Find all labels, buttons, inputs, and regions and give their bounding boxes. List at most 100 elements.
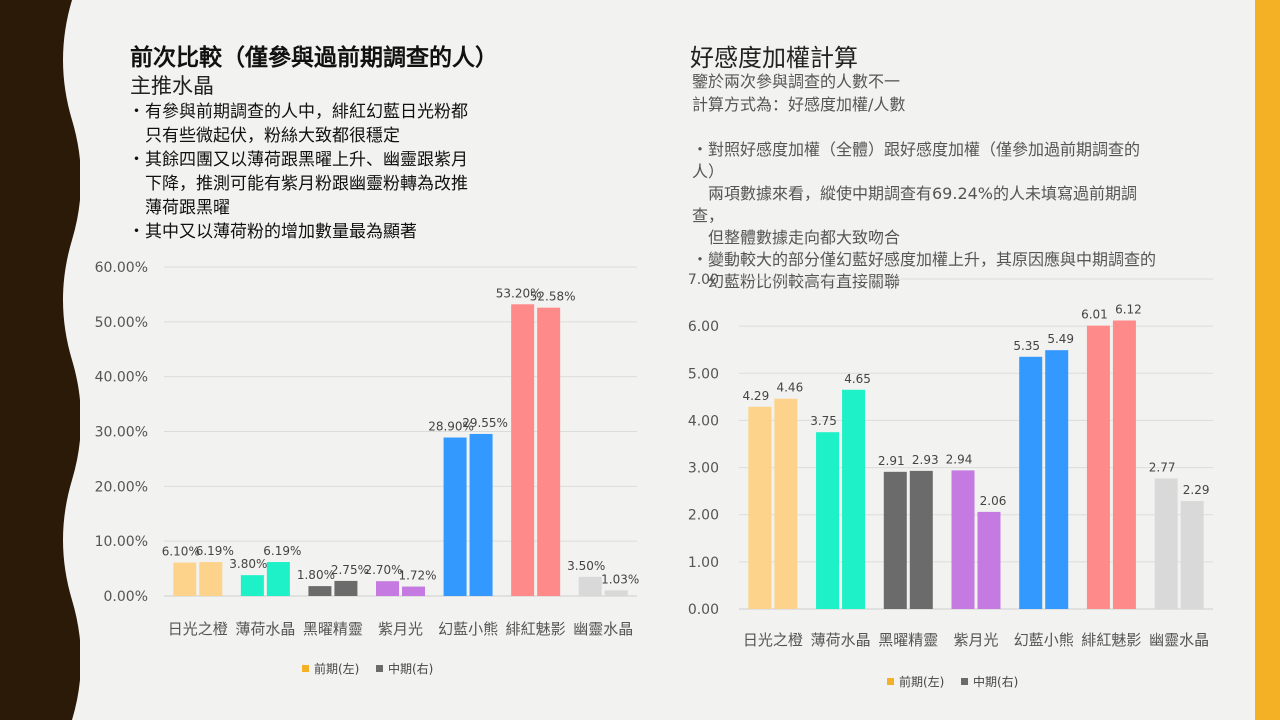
bar xyxy=(748,406,772,609)
bar xyxy=(266,562,290,596)
right-body: ・對照好感度加權（全體）跟好感度加權（僅參加過前期調查的 人） 兩項數據來看，縱… xyxy=(692,139,1156,293)
x-category-label: 紫月光 xyxy=(378,620,423,638)
right-accent-bar xyxy=(1255,0,1280,720)
data-label: 6.10% xyxy=(162,545,200,559)
bar xyxy=(842,389,866,609)
left-bullet-line: 下降，推測可能有紫月粉跟幽靈粉轉為改推 xyxy=(128,174,468,194)
left-wave-decoration xyxy=(0,0,80,720)
bar xyxy=(951,470,975,609)
data-label: 6.01 xyxy=(1081,308,1108,322)
bar xyxy=(511,304,535,596)
data-label: 52.58% xyxy=(530,290,576,304)
bar xyxy=(443,437,467,596)
data-label: 6.19% xyxy=(196,544,234,558)
bar xyxy=(173,562,197,596)
y-tick-label: 0.00 xyxy=(688,602,719,618)
data-label: 28.90% xyxy=(428,420,474,434)
bar xyxy=(334,580,358,596)
left-bullet-list: ・有參與前期調查的人中，緋紅幻藍日光粉都 只有些微起伏，粉絲大致都很穩定 ・其餘… xyxy=(128,100,468,244)
left-bullet-line: 只有些微起伏，粉絲大致都很穩定 xyxy=(128,126,400,146)
bar xyxy=(909,470,933,609)
legend-label: 前期(左) xyxy=(899,674,944,689)
bar xyxy=(1019,356,1043,609)
bar xyxy=(240,575,264,596)
x-category-label: 黑曜精靈 xyxy=(878,631,938,649)
legend-swatch xyxy=(302,665,309,672)
bar xyxy=(402,586,425,596)
data-label: 2.70% xyxy=(364,563,402,577)
right-body-line: 查， xyxy=(692,206,725,225)
data-label: 4.29 xyxy=(742,389,769,403)
y-tick-label: 30.00% xyxy=(95,425,148,441)
bar xyxy=(578,576,602,596)
x-category-label: 紫月光 xyxy=(953,631,998,649)
y-tick-label: 60.00% xyxy=(95,260,148,276)
y-tick-label: 7.00 xyxy=(688,272,719,288)
bar xyxy=(977,511,1001,609)
legend-label: 中期(右) xyxy=(388,661,433,676)
bar xyxy=(1154,478,1178,609)
bar xyxy=(308,586,332,596)
bar xyxy=(376,581,399,596)
data-label: 5.35 xyxy=(1013,339,1040,353)
data-label: 2.77 xyxy=(1149,460,1176,474)
right-body-line: ・對照好感度加權（全體）跟好感度加權（僅參加過前期調查的 xyxy=(692,140,1141,159)
y-tick-label: 4.00 xyxy=(688,413,719,429)
x-category-label: 黑曜精靈 xyxy=(303,620,363,638)
left-bullet-line: ・其中又以薄荷粉的增加數量最為顯著 xyxy=(128,222,417,242)
left-subtitle: 主推水晶 xyxy=(130,74,214,98)
bar xyxy=(537,307,561,596)
data-label: 5.49 xyxy=(1047,332,1074,346)
data-label: 2.93 xyxy=(912,453,939,467)
y-tick-label: 2.00 xyxy=(688,508,719,524)
legend-swatch xyxy=(961,678,968,685)
data-label: 3.80% xyxy=(229,557,267,571)
legend-label: 前期(左) xyxy=(314,661,359,676)
legend-swatch xyxy=(376,665,383,672)
bar xyxy=(816,432,840,609)
x-category-label: 日光之橙 xyxy=(743,631,803,649)
x-category-label: 薄荷水晶 xyxy=(811,631,871,649)
y-tick-label: 6.00 xyxy=(688,319,719,335)
y-tick-label: 10.00% xyxy=(95,534,148,550)
x-category-label: 幻藍小熊 xyxy=(1014,631,1074,649)
x-category-label: 幻藍小熊 xyxy=(438,620,498,638)
bar xyxy=(1045,350,1069,609)
right-body-line: 但整體數據走向都大致吻合 xyxy=(692,228,901,247)
x-category-label: 緋紅魅影 xyxy=(1081,631,1141,649)
data-label: 4.46 xyxy=(776,381,803,395)
data-label: 53.20% xyxy=(496,286,542,300)
bar xyxy=(1112,320,1136,609)
right-body-line: 人） xyxy=(692,162,725,181)
data-label: 2.29 xyxy=(1183,483,1210,497)
data-label: 1.72% xyxy=(398,569,436,583)
left-bullet-line: 薄荷跟黑曜 xyxy=(128,198,230,218)
data-label: 29.55% xyxy=(462,416,508,430)
data-label: 3.75 xyxy=(810,414,837,428)
y-tick-label: 20.00% xyxy=(95,479,148,495)
left-bullet-line: ・其餘四團又以薄荷跟黑曜上升、幽靈跟紫月 xyxy=(128,150,468,170)
data-label: 1.80% xyxy=(297,568,335,582)
right-body-line: 兩項數據來看，縱使中期調查有69.24%的人未填寫過前期調 xyxy=(692,184,1138,203)
data-label: 1.03% xyxy=(601,572,639,586)
x-category-label: 緋紅魅影 xyxy=(506,620,566,638)
data-label: 2.91 xyxy=(878,454,905,468)
y-tick-label: 0.00% xyxy=(104,589,148,605)
data-label: 2.75% xyxy=(331,563,369,577)
x-category-label: 薄荷水晶 xyxy=(235,620,295,638)
right-body-line: ・變動較大的部分僅幻藍好感度加權上升，其原因應與中期調查的 xyxy=(692,250,1157,269)
y-tick-label: 40.00% xyxy=(95,370,148,386)
bar xyxy=(774,398,798,609)
y-tick-label: 1.00 xyxy=(688,555,719,571)
data-label: 4.65 xyxy=(844,372,871,386)
x-category-label: 幽靈水晶 xyxy=(573,620,633,638)
legend-label: 中期(右) xyxy=(973,674,1018,689)
y-tick-label: 5.00 xyxy=(688,366,719,382)
data-label: 6.19% xyxy=(263,544,301,558)
right-line-1: 鑒於兩次參與調查的人數不一 xyxy=(692,72,901,91)
left-title: 前次比較（僅參與過前期調查的人） xyxy=(130,45,498,71)
bar xyxy=(1086,325,1110,609)
bar xyxy=(883,471,907,609)
